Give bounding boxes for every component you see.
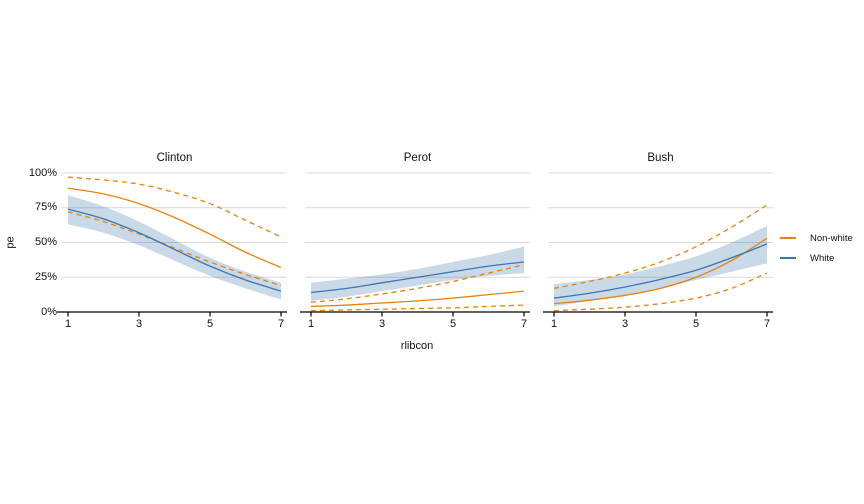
x-tick-label: 7: [277, 318, 285, 330]
x-tick-label: 3: [378, 318, 386, 330]
x-tick-label: 5: [449, 318, 457, 330]
x-tick-label: 7: [520, 318, 528, 330]
facet-title-clinton: Clinton: [156, 152, 193, 164]
series-line-non-white: [553, 237, 768, 305]
series-line-non-white: [310, 290, 525, 308]
series-line-white: [67, 208, 282, 292]
x-tick-label: 7: [763, 318, 771, 330]
facet-title-perot: Perot: [403, 152, 432, 164]
legend: Non-white White: [780, 228, 853, 268]
y-tick-label-0: 0%: [41, 305, 57, 318]
x-tick-label: 5: [692, 318, 700, 330]
series-line-non-white-upper-ci: [67, 176, 282, 238]
series-line-white: [310, 261, 525, 294]
legend-item-white: White: [780, 248, 853, 268]
confidence-ribbon-white: [311, 246, 524, 301]
series-line-white: [553, 243, 768, 299]
y-tick-label-25: 25%: [34, 270, 57, 283]
legend-label: White: [810, 252, 835, 264]
series-line-non-white: [67, 187, 282, 269]
y-tick-label-100: 100%: [28, 166, 57, 179]
legend-label: Non-white: [810, 232, 853, 244]
series-line-non-white-upper-ci: [310, 264, 525, 303]
facet-title-bush: Bush: [647, 152, 674, 164]
y-axis-title: pe: [4, 236, 17, 249]
x-tick-label: 1: [550, 318, 558, 330]
series-line-non-white-upper-ci: [553, 204, 768, 290]
legend-key-line: [780, 237, 796, 239]
x-tick-label: 1: [64, 318, 72, 330]
y-tick-label-50: 50%: [34, 236, 57, 248]
x-tick-label: 3: [135, 318, 143, 330]
y-tick-label-75: 75%: [34, 201, 57, 214]
x-tick-label: 5: [206, 318, 214, 330]
x-tick-label: 1: [307, 318, 315, 330]
confidence-ribbon-white: [554, 225, 767, 307]
x-axis-title: rlibcon: [400, 340, 434, 352]
x-tick-label: 3: [621, 318, 629, 330]
series-line-non-white-lower-ci: [310, 304, 525, 312]
legend-key-line: [780, 257, 796, 259]
legend-item-non-white: Non-white: [780, 228, 853, 248]
series-line-non-white-lower-ci: [67, 211, 282, 287]
